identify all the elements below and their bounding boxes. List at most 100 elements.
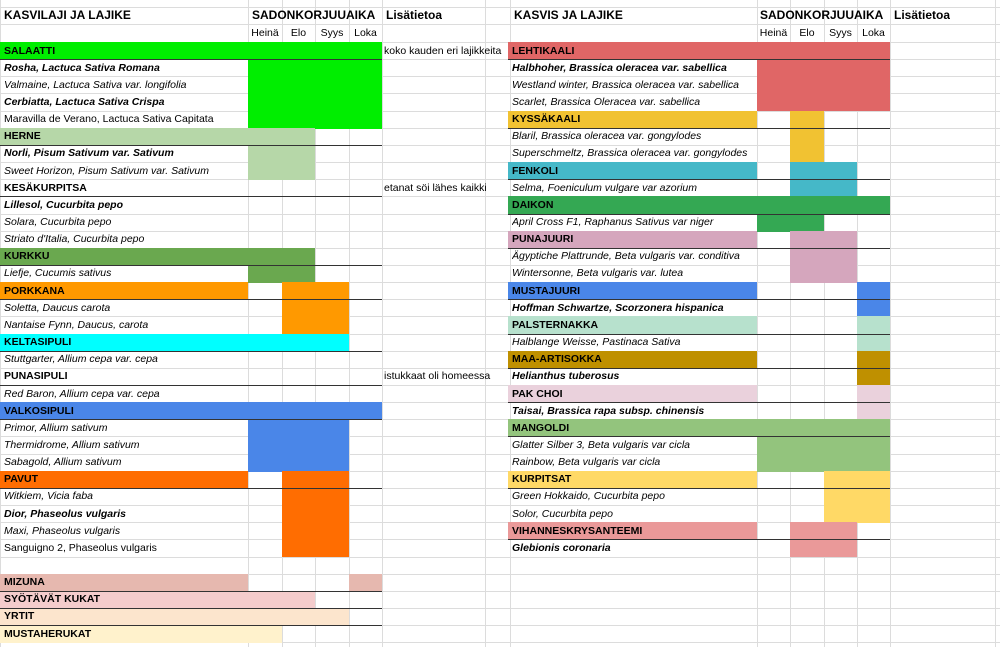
category-label: PAVUT (4, 473, 39, 486)
category-separator (0, 385, 382, 386)
harvest-cell (824, 179, 857, 198)
harvest-cell (282, 42, 315, 60)
note-text: etanat söi lähes kaikki (384, 181, 487, 194)
harvest-cell (857, 93, 890, 112)
harvest-cell (248, 110, 282, 129)
harvest-cell (282, 110, 315, 129)
harvest-cell (248, 625, 282, 644)
harvest-cell (282, 487, 315, 506)
category-separator (508, 128, 890, 129)
grid-hline (0, 557, 1000, 558)
variety-label: Taisai, Brassica rapa subsp. chinensis (512, 404, 705, 417)
category-separator (508, 248, 890, 249)
variety-label: Blaril, Brassica oleracea var. gongylode… (512, 130, 702, 143)
grid-hline (0, 231, 1000, 232)
harvest-cell (857, 385, 890, 403)
harvest-cell (857, 316, 890, 335)
harvest-cell (757, 453, 790, 472)
harvest-cell (282, 144, 315, 163)
grid-hline (0, 608, 1000, 609)
category-separator (508, 368, 890, 369)
harvest-cell (824, 230, 857, 249)
grid-vline (248, 0, 249, 647)
grid-vline (349, 0, 350, 647)
harvest-cell (790, 522, 824, 541)
harvest-cell (790, 110, 824, 129)
grid-hline (0, 59, 1000, 60)
harvest-cell (857, 59, 890, 78)
harvest-cell (790, 419, 824, 438)
variety-label: Stuttgarter, Allium cepa var. cepa (4, 353, 158, 366)
harvest-cell (315, 453, 349, 472)
variety-label: Superschmeltz, Brassica oleracea var. go… (512, 147, 748, 160)
category-fill (0, 573, 248, 592)
variety-label: Liefje, Cucumis sativus (4, 267, 112, 280)
harvest-cell (248, 590, 282, 609)
harvest-cell (315, 607, 349, 626)
category-separator (0, 488, 382, 489)
harvest-cell (282, 282, 315, 301)
harvest-cell (248, 402, 282, 421)
grid-hline (0, 179, 1000, 180)
harvest-cell (349, 110, 382, 129)
harvest-cell (757, 213, 790, 232)
month-header-right: Heinä (759, 27, 788, 39)
grid-hline (0, 591, 1000, 592)
variety-label: Sanguigno 2, Phaseolus vulgaris (4, 541, 157, 554)
category-fill (508, 282, 757, 301)
harvest-cell (757, 196, 790, 215)
grid-hline (0, 454, 1000, 455)
harvest-cell (857, 487, 890, 506)
harvest-cell (790, 144, 824, 163)
category-separator (0, 625, 382, 626)
right-harvest-header: SADONKORJUUAIKA (760, 8, 884, 22)
category-separator (0, 591, 382, 592)
category-separator (508, 299, 890, 300)
variety-label: Hoffman Schwartze, Scorzonera hispanica (512, 301, 724, 314)
harvest-cell (790, 59, 824, 78)
category-fill (0, 607, 248, 626)
harvest-cell (824, 487, 857, 506)
variety-label: Norli, Pisum Sativum var. Sativum (4, 147, 174, 160)
harvest-cell (315, 110, 349, 129)
variety-label: Sweet Horizon, Pisum Sativum var. Sativu… (4, 164, 210, 177)
month-header-left: Syys (320, 27, 344, 39)
category-fill (0, 625, 248, 644)
harvest-cell (790, 42, 824, 60)
category-fill (508, 316, 757, 335)
grid-vline (485, 0, 486, 647)
harvest-cell (857, 402, 890, 421)
harvest-cell (248, 93, 282, 112)
category-fill (508, 385, 757, 403)
harvest-cell (857, 196, 890, 215)
grid-hline (0, 539, 1000, 540)
grid-hline (0, 299, 1000, 300)
harvest-cell (824, 93, 857, 112)
grid-hline (0, 351, 1000, 352)
grid-hline (0, 265, 1000, 266)
variety-label: April Cross F1, Raphanus Sativus var nig… (512, 216, 714, 228)
harvest-cell (790, 76, 824, 95)
harvest-cell (315, 282, 349, 301)
harvest-cell (282, 264, 315, 283)
variety-label: Maravilla de Verano, Lactuca Sativa Capi… (4, 113, 214, 126)
harvest-cell (315, 470, 349, 489)
category-label: LEHTIKAALI (512, 44, 575, 57)
harvest-cell (315, 487, 349, 506)
harvest-cell (349, 93, 382, 112)
harvest-cell (790, 230, 824, 249)
note-text: istukkaat oli homeessa (384, 370, 491, 383)
harvest-cell (757, 93, 790, 112)
harvest-cell (282, 419, 315, 438)
harvest-cell (349, 402, 382, 421)
harvest-cell (282, 436, 315, 455)
note-text: koko kauden eri lajikkeita (384, 44, 502, 57)
variety-label: Lillesol, Cucurbita pepo (4, 198, 124, 211)
grid-hline (0, 436, 1000, 437)
harvest-cell (248, 42, 282, 60)
harvest-cell (315, 333, 349, 352)
variety-label: Cerbiatta, Lactuca Sativa Crispa (4, 95, 165, 108)
category-fill (508, 230, 757, 249)
category-fill (508, 419, 757, 438)
category-separator (0, 351, 382, 352)
